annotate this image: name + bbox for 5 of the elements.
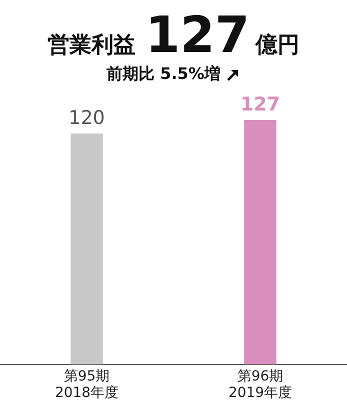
x-tick-label: 第96期 2019年度 [228, 368, 292, 402]
data-label: 127 [240, 93, 280, 116]
data-label: 120 [68, 106, 105, 129]
x-tick-label: 第95期 2018年度 [54, 368, 119, 402]
chart-subtitle: 前期比 5.5%増 [106, 64, 220, 83]
